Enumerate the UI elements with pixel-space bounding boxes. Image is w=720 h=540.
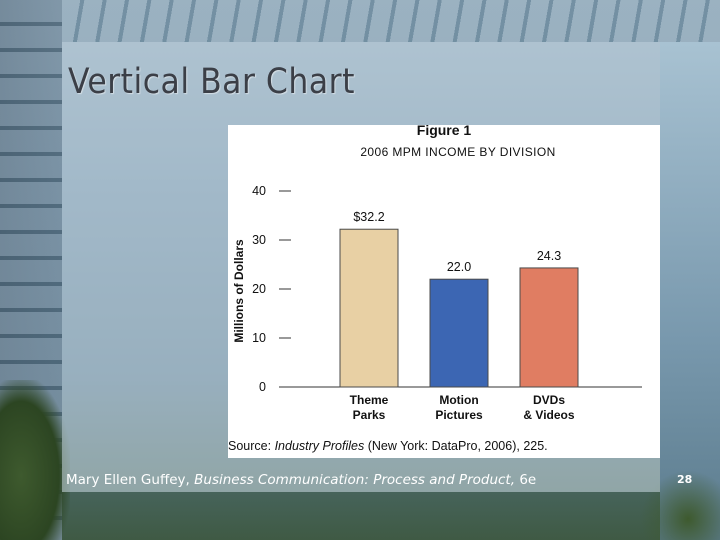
source-publication: Industry Profiles	[274, 439, 365, 453]
chart-figure: Figure 1 2006 MPM INCOME BY DIVISION Mil…	[228, 122, 660, 458]
footer-citation: Mary Ellen Guffey, Business Communicatio…	[66, 472, 536, 488]
chart-title: 2006 MPM INCOME BY DIVISION	[360, 145, 556, 159]
y-tick-label: 0	[259, 380, 266, 394]
y-tick-label: 30	[252, 233, 266, 247]
y-tick-label: 20	[252, 282, 266, 296]
bar	[429, 278, 489, 388]
bar-value-label: $32.2	[353, 210, 384, 224]
background-building-top	[62, 0, 720, 42]
slide-title: Vertical Bar Chart	[68, 62, 355, 102]
x-category-label: DVDs	[533, 393, 565, 407]
bar-value-label: 22.0	[447, 260, 471, 274]
source-prefix: Source:	[228, 439, 272, 453]
x-category-label: Theme	[350, 393, 389, 407]
chart-source: Source: Industry Profiles (New York: Dat…	[228, 439, 548, 453]
y-axis-label: Millions of Dollars	[232, 239, 246, 343]
slide-number: 28	[677, 473, 693, 486]
source-details: (New York: DataPro, 2006), 225.	[367, 439, 548, 453]
footer-book: Business Communication: Process and Prod…	[194, 472, 516, 488]
x-category-label: Parks	[353, 408, 386, 422]
y-tick-label: 40	[252, 184, 266, 198]
y-tick-label: 10	[252, 331, 266, 345]
footer-author: Mary Ellen Guffey,	[66, 472, 190, 488]
bar-value-label: 24.3	[537, 249, 561, 263]
bar-chart: Millions of Dollars 0 10 20 30 40 $32.2 ThemePa…	[232, 184, 642, 422]
figure-label: Figure 1	[416, 122, 472, 138]
background-sky-right	[660, 42, 720, 540]
background-tree-left	[0, 380, 70, 540]
x-category-label: Motion	[439, 393, 478, 407]
x-category-label: & Videos	[523, 408, 574, 422]
bar	[339, 228, 399, 388]
bar	[519, 267, 579, 388]
x-category-label: Pictures	[435, 408, 483, 422]
footer-edition: 6e	[519, 472, 537, 488]
